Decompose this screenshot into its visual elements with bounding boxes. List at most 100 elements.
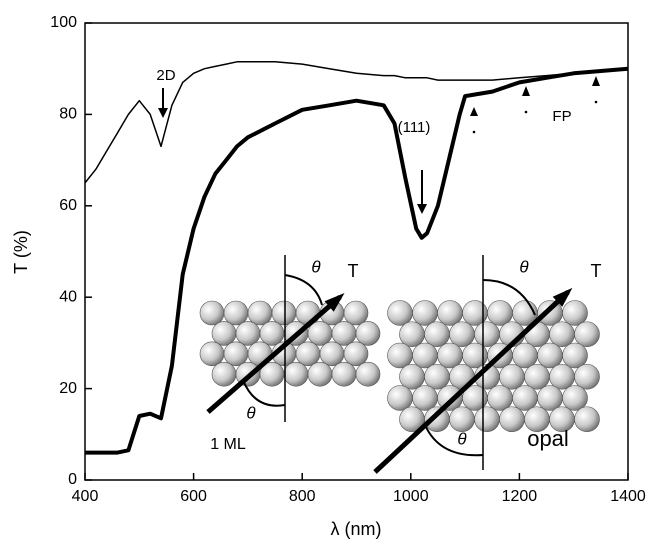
theta-label: θ (519, 257, 529, 276)
theta-label: θ (246, 403, 256, 422)
sphere (474, 321, 500, 348)
x-tick-label: 1000 (393, 488, 429, 505)
sphere (487, 385, 513, 411)
theta-arc (424, 424, 484, 457)
sphere (295, 300, 321, 326)
sphere (211, 361, 237, 387)
sphere (412, 385, 438, 411)
sphere (399, 363, 425, 390)
sphere (355, 321, 381, 346)
sphere (474, 406, 500, 433)
sphere (574, 363, 600, 390)
sphere (512, 342, 538, 369)
sphere (412, 342, 438, 369)
sphere (424, 321, 450, 348)
sphere (235, 321, 261, 346)
sphere (355, 361, 381, 387)
annotation-arrow-head (417, 204, 427, 214)
sphere (537, 342, 563, 369)
y-tick-label: 20 (59, 380, 77, 397)
theta-label: θ (311, 257, 321, 276)
arrow-head (324, 293, 345, 312)
sphere (223, 341, 249, 367)
fp-dot (472, 130, 476, 134)
sphere (574, 321, 600, 348)
theta-arc (284, 274, 323, 306)
sphere (524, 363, 550, 390)
inset-label: 1 ML (210, 436, 246, 453)
y-axis-label: T (%) (11, 230, 31, 274)
sphere (387, 342, 413, 369)
sphere (199, 300, 225, 326)
sphere (449, 321, 475, 348)
sphere (199, 341, 225, 367)
sphere (424, 363, 450, 390)
transmission-label: T (591, 261, 602, 281)
sphere (343, 300, 369, 326)
x-tick-label: 1400 (610, 488, 646, 505)
x-tick-label: 800 (289, 488, 316, 505)
sphere (499, 406, 525, 433)
x-tick-label: 600 (180, 488, 207, 505)
fp-marker (470, 107, 478, 116)
sphere (574, 406, 600, 433)
inset-label: opal (527, 426, 569, 451)
sphere (437, 342, 463, 369)
sphere (331, 321, 357, 346)
direction-arrow (206, 295, 342, 414)
sphere (211, 321, 237, 346)
y-tick-label: 60 (59, 197, 77, 214)
sphere (223, 300, 249, 326)
sphere (387, 300, 413, 326)
sphere (487, 300, 513, 326)
sphere (331, 361, 357, 387)
fp-marker (592, 76, 600, 86)
plot-frame (84, 22, 629, 481)
sphere (537, 385, 563, 411)
sphere (259, 321, 285, 346)
sphere (399, 321, 425, 348)
sphere (271, 300, 297, 326)
y-tick-label: 0 (68, 471, 77, 488)
sphere (283, 361, 309, 387)
fp-dot (594, 100, 598, 104)
sphere (387, 385, 413, 411)
sphere (295, 341, 321, 367)
sphere (549, 363, 575, 390)
sphere (412, 300, 438, 326)
sphere (512, 385, 538, 411)
insets: θ θ θ θ T T 1 ML opal (199, 255, 602, 474)
annotation: FP (552, 108, 571, 125)
sphere (319, 341, 345, 367)
sphere (499, 363, 525, 390)
fp-marker (522, 86, 530, 96)
direction-arrow (373, 290, 570, 474)
theta-arc (242, 379, 286, 407)
series-line (85, 66, 629, 455)
y-tick-label: 40 (59, 288, 77, 305)
sphere (562, 300, 588, 326)
sphere (307, 361, 333, 387)
sphere (437, 385, 463, 411)
x-tick-label: 400 (72, 488, 99, 505)
x-axis-label: λ (nm) (331, 519, 382, 539)
sphere (247, 300, 273, 326)
y-tick-label: 80 (59, 106, 77, 123)
sphere (449, 406, 475, 433)
arrow-head (552, 287, 573, 307)
theta-label: θ (457, 429, 467, 448)
series-line (84, 61, 629, 184)
sphere (537, 300, 563, 326)
x-tick-label: 1200 (502, 488, 538, 505)
y-tick-label: 100 (50, 14, 77, 31)
transmission-label: T (348, 261, 359, 281)
theta-arc (482, 279, 536, 316)
sphere (524, 321, 550, 348)
sphere (343, 341, 369, 367)
sphere (562, 385, 588, 411)
sphere (549, 321, 575, 348)
annotation-arrow-head (158, 108, 168, 118)
sphere (562, 342, 588, 369)
annotation: 2D (156, 67, 175, 84)
